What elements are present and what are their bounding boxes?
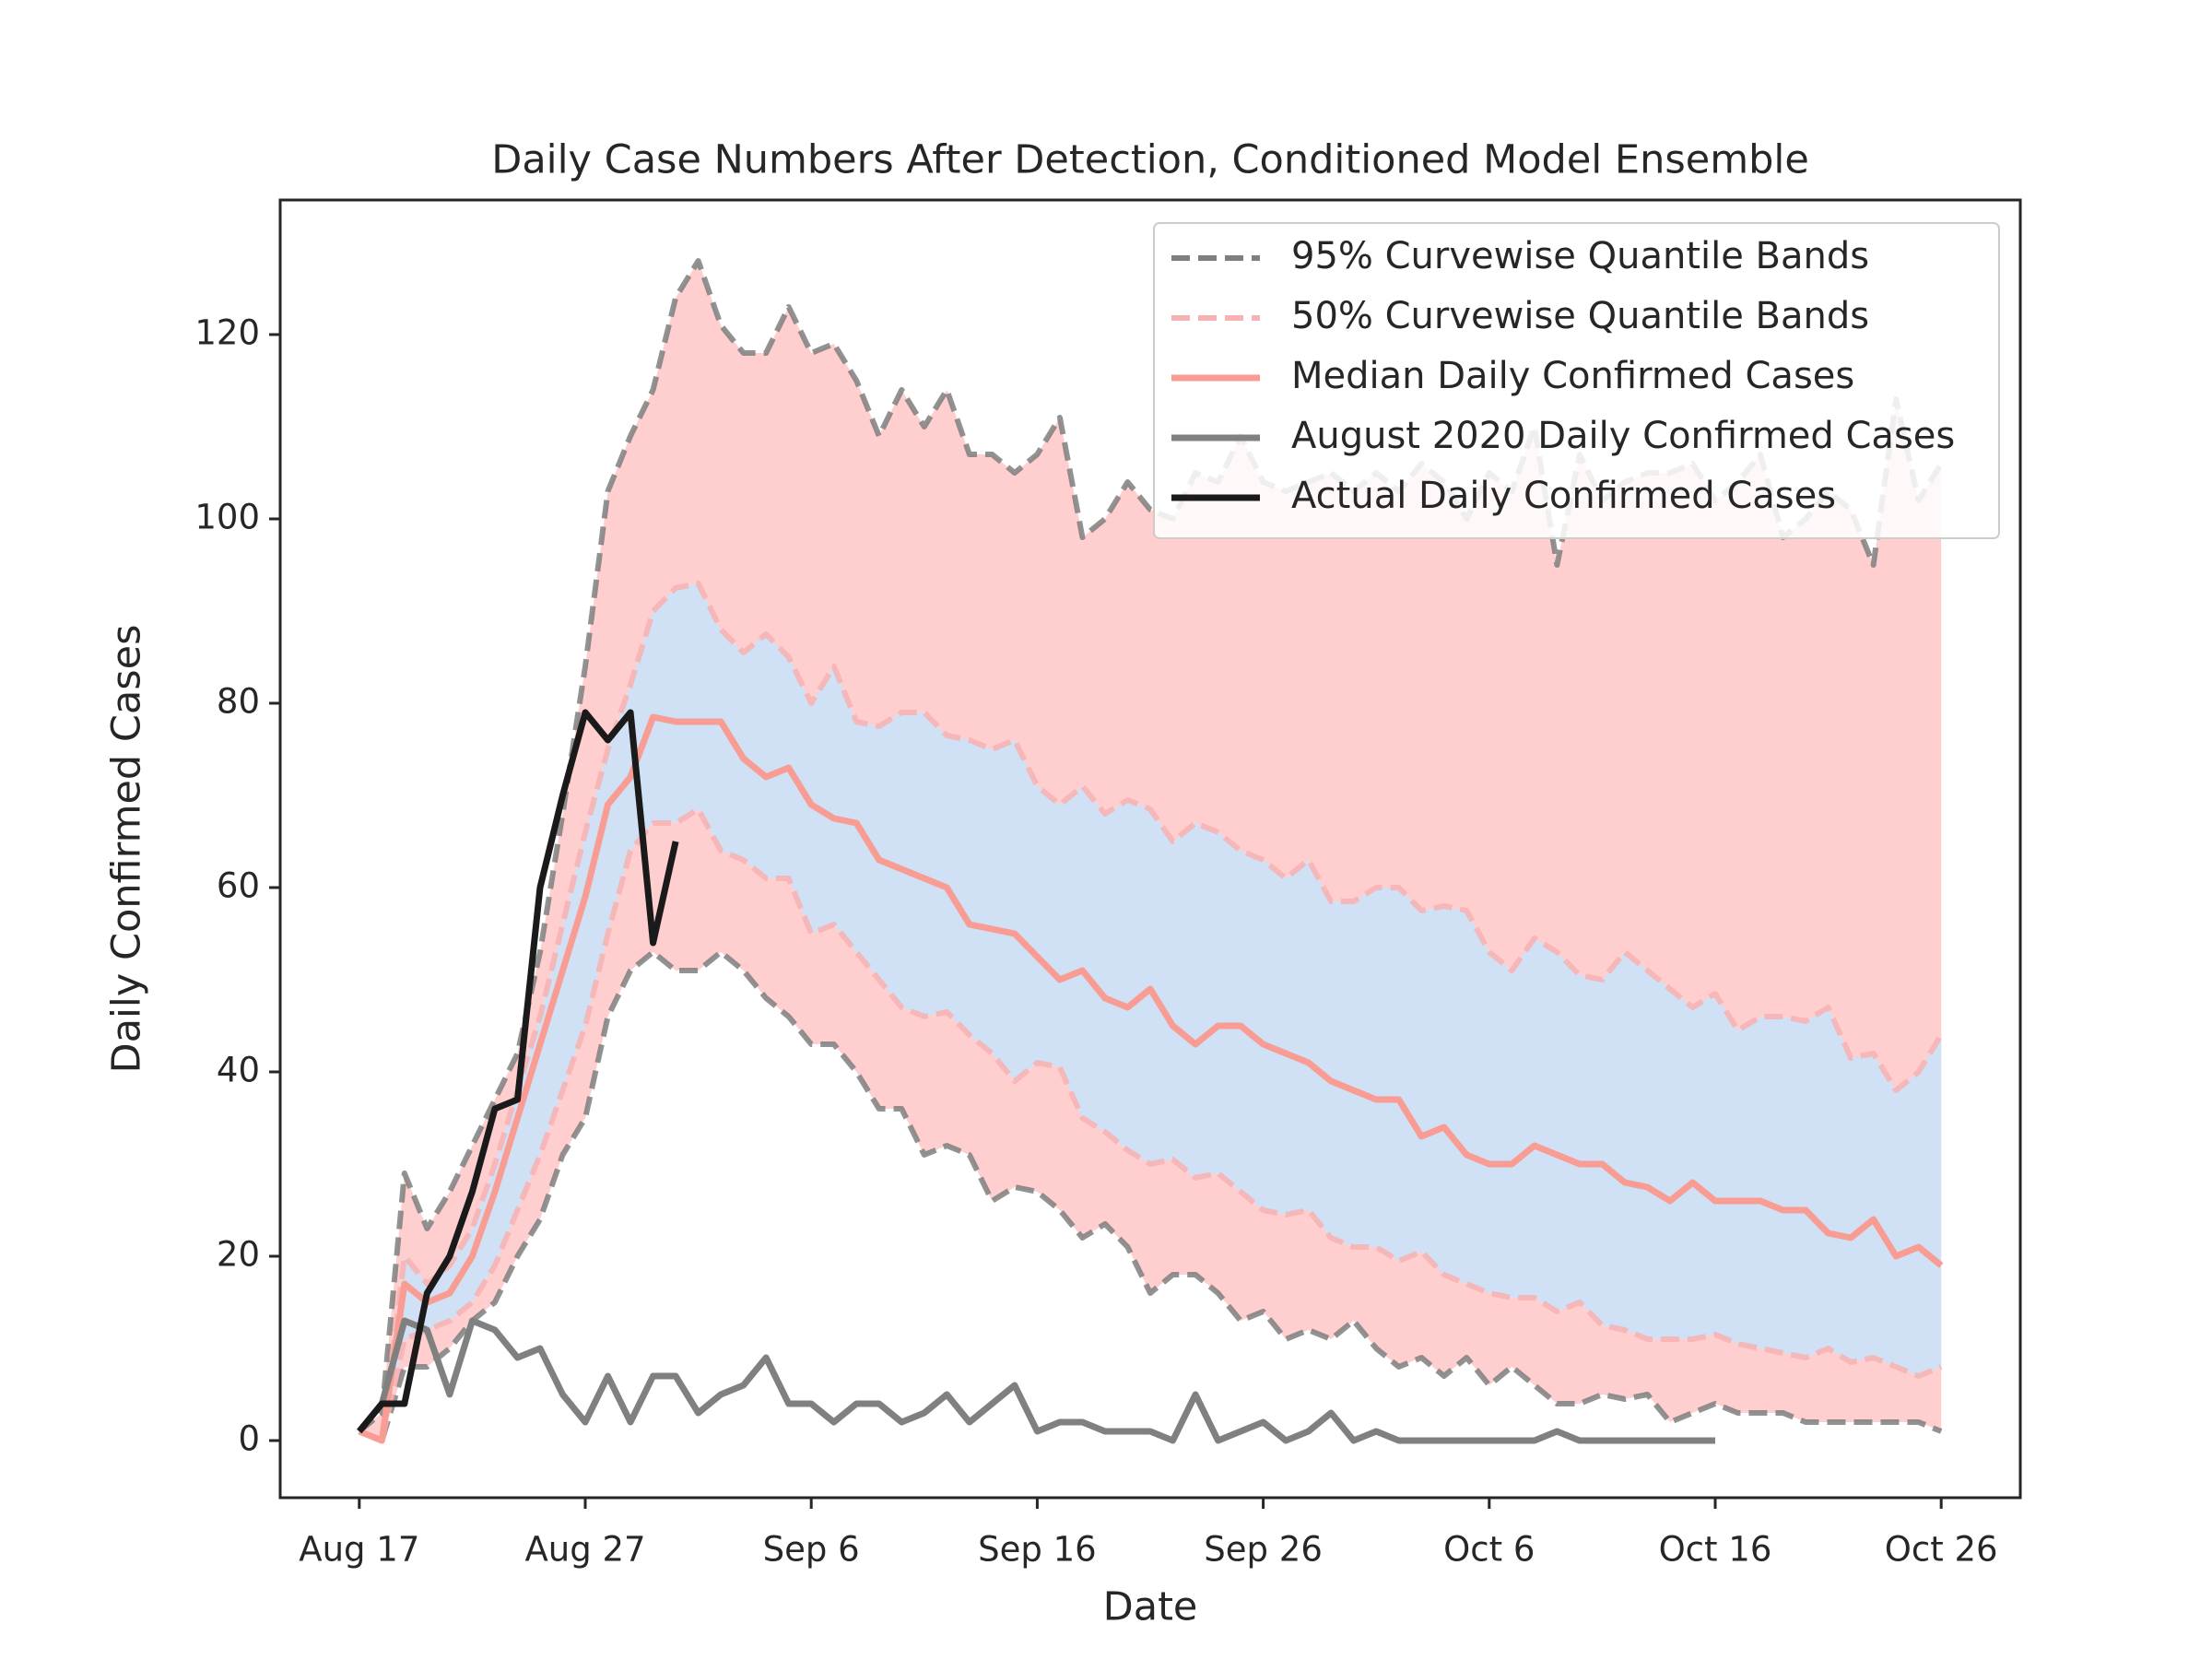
chart-title: Daily Case Numbers After Detection, Cond… <box>491 137 1809 183</box>
x-tick-label: Aug 17 <box>299 1530 419 1570</box>
band-fill <box>359 583 1942 1441</box>
x-axis-label: Date <box>1103 1584 1198 1630</box>
x-tick-label: Aug 27 <box>524 1530 645 1570</box>
y-tick-label: 20 <box>217 1235 260 1275</box>
y-tick-label: 80 <box>217 682 260 722</box>
axes-frame <box>278 198 2022 1500</box>
y-tick-label: 40 <box>217 1051 260 1090</box>
series-line <box>358 581 1944 1443</box>
series-line <box>358 949 1943 1443</box>
x-tick-label: Oct 16 <box>1659 1530 1772 1570</box>
y-tick-label: 120 <box>194 313 260 353</box>
legend-label: 95% Curvewise Quantile Bands <box>1291 235 1869 277</box>
series-line <box>358 713 1944 1444</box>
series-line <box>358 806 1943 1443</box>
x-tick-label: Sep 6 <box>763 1530 860 1570</box>
x-tick-label: Oct 6 <box>1443 1530 1535 1570</box>
x-tick-label: Sep 26 <box>1204 1530 1323 1570</box>
legend-label: Median Daily Confirmed Cases <box>1291 355 1854 397</box>
plot-area <box>357 258 1944 1444</box>
legend-box <box>1153 222 2000 539</box>
legend-label: August 2020 Daily Confirmed Cases <box>1291 415 1955 457</box>
y-tick-label: 100 <box>194 498 260 537</box>
legend: 95% Curvewise Quantile Bands 50% Curvewis… <box>1153 222 2000 539</box>
legend-label: 50% Curvewise Quantile Bands <box>1291 295 1869 337</box>
legend-label: Actual Daily Confirmed Cases <box>1291 475 1836 517</box>
y-tick-label: 0 <box>238 1419 260 1459</box>
y-axis-label: Daily Confirmed Cases <box>104 624 150 1073</box>
x-tick-label: Oct 26 <box>1885 1530 1998 1570</box>
x-tick-label: Sep 16 <box>978 1530 1097 1570</box>
y-tick-label: 60 <box>217 866 260 906</box>
series-line <box>357 709 679 1434</box>
series-line <box>357 1317 1715 1444</box>
